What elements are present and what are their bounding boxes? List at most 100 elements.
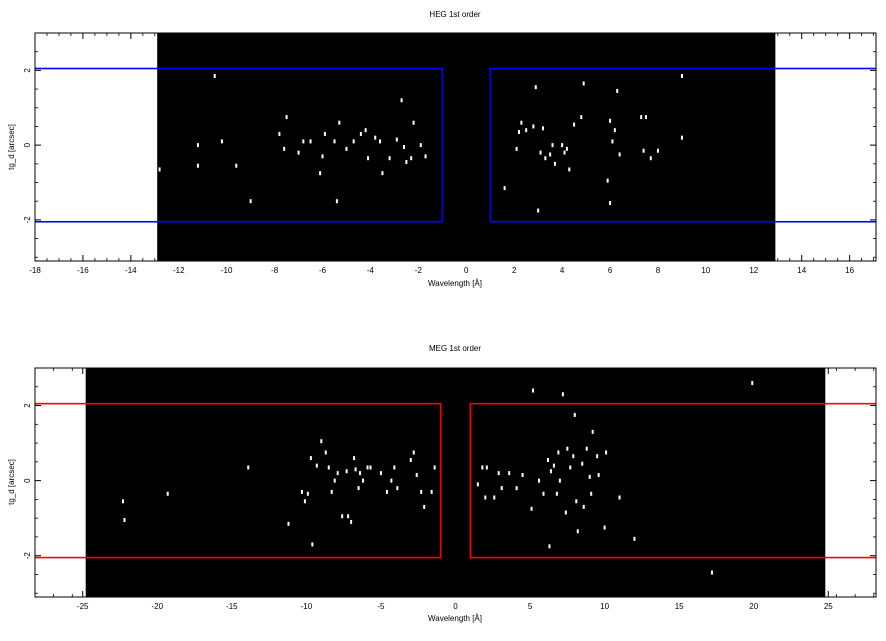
heg-y-tick-label: 0 [23, 142, 32, 147]
meg-point [121, 499, 124, 504]
meg-point [497, 471, 500, 476]
heg-point [609, 118, 612, 123]
heg-point [551, 143, 554, 148]
heg-points [158, 73, 683, 213]
meg-point [423, 504, 426, 509]
heg-point [249, 199, 252, 204]
meg-x-tick-label: -15 [226, 602, 238, 611]
meg-point [324, 450, 327, 455]
meg-point [751, 381, 754, 386]
heg-y-tick-label: -2 [23, 216, 32, 224]
heg-point [680, 73, 683, 78]
heg-point [649, 156, 652, 161]
meg-point [309, 456, 312, 461]
heg-point [616, 88, 619, 93]
meg-point [582, 504, 585, 509]
heg-region-0 [35, 67, 444, 223]
heg-point [367, 156, 370, 161]
meg-point [618, 495, 621, 500]
heg-point [333, 139, 336, 144]
meg-point [409, 457, 412, 462]
heg-x-tick-label: 4 [560, 266, 565, 275]
heg-title: HEG 1st order [429, 10, 480, 19]
meg-point [336, 471, 339, 476]
meg-point [420, 489, 423, 494]
meg-point [581, 461, 584, 466]
heg-x-tick-label: 0 [464, 266, 469, 275]
meg-point [359, 471, 362, 476]
meg-y-ticks: -2 0 2 [23, 367, 876, 594]
meg-point [396, 486, 399, 491]
heg-x-tick-label: -10 [221, 266, 233, 275]
heg-point [278, 131, 281, 136]
heg-point [285, 115, 288, 120]
meg-point [597, 472, 600, 477]
heg-point [158, 167, 161, 172]
meg-title: MEG 1st order [429, 344, 481, 353]
meg-point [385, 489, 388, 494]
meg-panel: MEG 1st order -25 -20 -15 -10 -5 0 5 10 15 20 25 -… [7, 344, 877, 623]
meg-point [353, 456, 356, 461]
meg-x-tick-label: 10 [600, 602, 609, 611]
heg-x-tick-label: -8 [271, 266, 279, 275]
heg-point [402, 145, 405, 149]
meg-point [379, 471, 382, 476]
heg-x-tick-label: -4 [367, 266, 375, 275]
heg-point [395, 137, 398, 142]
meg-x-tick-label: -10 [301, 602, 313, 611]
heg-point [400, 98, 403, 103]
heg-point [405, 159, 408, 164]
meg-y-tick-label: 2 [23, 403, 32, 408]
heg-point [323, 131, 326, 136]
meg-point [306, 491, 309, 496]
heg-x-tick-label: -12 [173, 266, 185, 275]
heg-x-tick-label: 12 [749, 266, 758, 275]
meg-point [415, 472, 418, 477]
heg-point [220, 139, 223, 144]
meg-point [508, 471, 511, 476]
meg-points [121, 381, 754, 575]
meg-point [596, 454, 599, 459]
meg-point [433, 465, 436, 470]
meg-point [500, 486, 503, 491]
heg-x-tick-label: 16 [845, 266, 854, 275]
meg-point [350, 519, 353, 524]
meg-point [345, 469, 348, 474]
heg-point [613, 128, 616, 133]
meg-point [552, 463, 555, 468]
heg-x-tick-label: 2 [512, 266, 517, 275]
meg-y-axis-label: tg_d [arcsec] [7, 459, 16, 505]
meg-point [247, 465, 250, 470]
heg-point [553, 161, 556, 166]
meg-point [347, 514, 350, 519]
meg-point [327, 465, 330, 470]
heg-point [606, 178, 609, 183]
heg-x-tick-label: 10 [701, 266, 710, 275]
meg-point [320, 439, 323, 444]
heg-point [374, 135, 377, 140]
heg-point [549, 152, 552, 157]
meg-point [564, 510, 567, 515]
meg-point [333, 478, 336, 483]
meg-point [591, 429, 594, 434]
heg-point [618, 152, 621, 157]
heg-point [352, 139, 355, 144]
heg-point [520, 120, 523, 125]
meg-point [430, 489, 433, 494]
heg-point [335, 199, 338, 204]
meg-point [542, 491, 545, 496]
meg-point [557, 450, 560, 455]
meg-point [548, 544, 551, 549]
meg-extraction-regions [35, 402, 876, 559]
heg-point [537, 208, 540, 213]
heg-point [412, 120, 415, 125]
heg-point [196, 143, 199, 148]
meg-point [476, 482, 479, 487]
meg-point [603, 525, 606, 530]
meg-x-tick-label: -20 [151, 602, 163, 611]
heg-point [680, 135, 683, 140]
heg-point [561, 143, 564, 148]
heg-point [381, 171, 384, 176]
meg-point [311, 542, 314, 547]
